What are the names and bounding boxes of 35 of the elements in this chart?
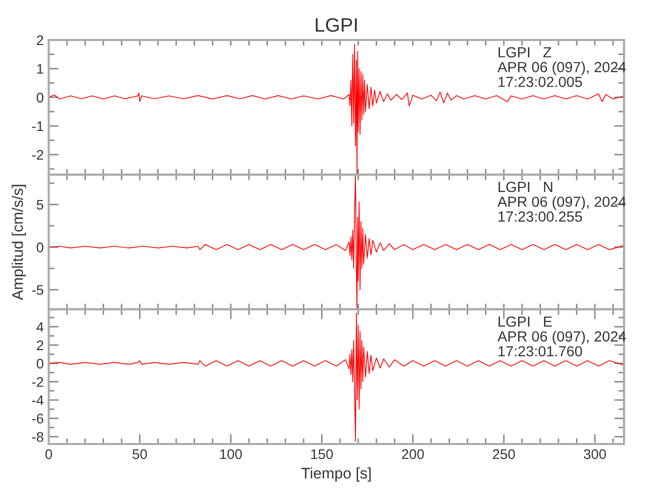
- x-tick-label: 100: [220, 449, 242, 460]
- y-tick-label: -6: [32, 414, 44, 424]
- annotation: APR 06 (097), 2024: [497, 196, 626, 210]
- x-tick-label: 200: [402, 449, 424, 460]
- annotation: LGPI Z: [498, 47, 552, 58]
- annotation: 17:23:01.760: [498, 346, 582, 356]
- annotation: APR 06 (097), 2024: [497, 330, 626, 344]
- y-tick-label: 1: [37, 64, 44, 74]
- y-tick-label: 0: [36, 242, 44, 252]
- y-axis-title: Amplitud [cm/s/s]: [12, 184, 26, 300]
- y-tick-label: -2: [32, 150, 44, 160]
- annotation: 17:23:00.255: [498, 211, 582, 222]
- line-series: [48, 312, 624, 442]
- chart-title: LGPI: [316, 18, 357, 32]
- y-tick-label: 5: [36, 200, 44, 210]
- x-tick-label: 150: [311, 449, 333, 460]
- annotation: 17:23:02.005: [498, 76, 582, 88]
- y-tick-label: -8: [32, 432, 44, 442]
- x-tick-label: 300: [584, 449, 606, 460]
- x-tick-label: 250: [492, 449, 515, 460]
- y-tick-label: 0: [36, 358, 44, 369]
- y-tick-label: 4: [36, 322, 44, 332]
- x-tick-label: 50: [132, 449, 147, 460]
- annotation: LGPI N: [498, 182, 552, 192]
- y-tick-label: 2: [36, 340, 44, 350]
- x-axis-title: Tiempo [s]: [301, 467, 371, 482]
- y-tick-label: 0: [36, 92, 44, 102]
- y-tick-label: -4: [32, 396, 44, 406]
- annotation: APR 06 (097), 2024: [497, 62, 626, 76]
- annotation: LGPI E: [498, 316, 552, 327]
- x-tick-label: 0: [45, 449, 52, 460]
- y-tick-label: 2: [36, 35, 44, 46]
- y-tick-label: -1: [32, 121, 44, 131]
- y-tick-label: -2: [32, 377, 44, 387]
- y-tick-label: -5: [32, 285, 44, 295]
